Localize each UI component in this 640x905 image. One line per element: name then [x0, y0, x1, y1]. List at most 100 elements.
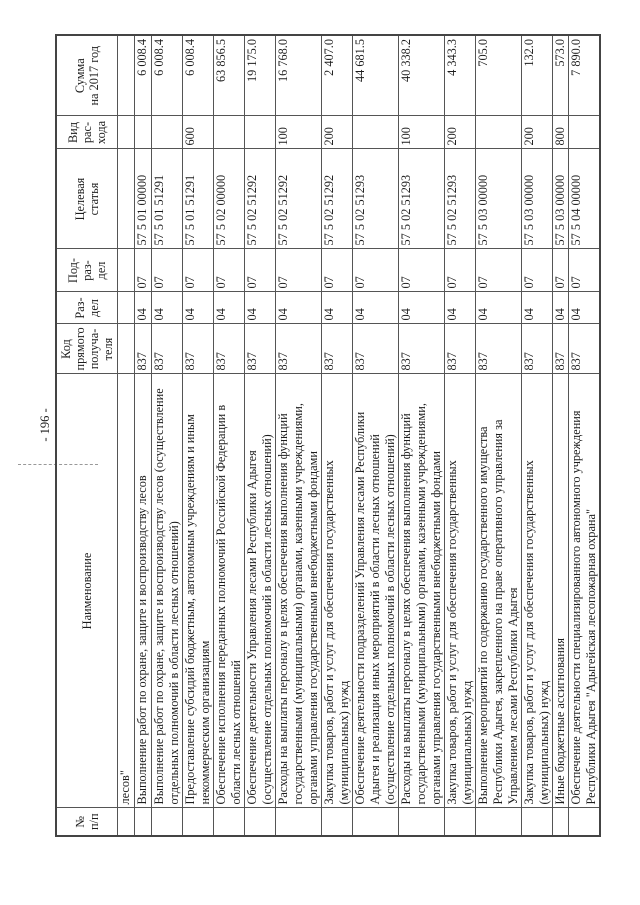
cell-name: лесов": [117, 374, 135, 808]
cell-kod: [117, 324, 135, 374]
cell-podrazdel: 07: [521, 249, 553, 292]
cell-kod: 837: [134, 324, 152, 374]
cell-razdel: 04: [352, 292, 399, 324]
cell-summa: 2 407.0: [321, 35, 353, 116]
cell-razdel: 04: [134, 292, 152, 324]
page-number: - 196 -: [38, 408, 52, 442]
cell-summa: 63 856.5: [213, 35, 245, 116]
cell-kod: 837: [151, 324, 183, 374]
cell-razdel: 04: [444, 292, 476, 324]
cell-name: Закупка товаров, работ и услуг для обесп…: [321, 374, 353, 808]
cell-razdel: 04: [475, 292, 522, 324]
table-row: Расходы на выплаты персоналу в целях обе…: [275, 35, 322, 836]
table-row: Закупка товаров, работ и услуг для обесп…: [521, 35, 553, 836]
cell-vid: 200: [444, 116, 476, 149]
budget-table: № п/п Наименование Код прямого получа- т…: [55, 34, 601, 837]
cell-summa: 40 338.2: [398, 35, 445, 116]
cell-razdel: 04: [568, 292, 600, 324]
cell-podrazdel: 07: [444, 249, 476, 292]
cell-vid: 200: [321, 116, 353, 149]
table-row: Закупка товаров, работ и услуг для обесп…: [444, 35, 476, 836]
cell-summa: 6 008.4: [134, 35, 152, 116]
cell-num: [475, 808, 522, 836]
cell-kod: 837: [444, 324, 476, 374]
table-row: Закупка товаров, работ и услуг для обесп…: [321, 35, 353, 836]
cell-podrazdel: 07: [182, 249, 214, 292]
cell-summa: 19 175.0: [244, 35, 276, 116]
cell-podrazdel: 07: [552, 249, 569, 292]
header-podrazdel: Под- раз- дел: [56, 249, 118, 292]
cell-kod: 837: [552, 324, 569, 374]
cell-podrazdel: 07: [352, 249, 399, 292]
cell-kod: 837: [568, 324, 600, 374]
cell-summa: 7 890.0: [568, 35, 600, 116]
cell-razdel: 04: [182, 292, 214, 324]
cell-celevaya: 57 5 04 00000: [568, 149, 600, 249]
cell-podrazdel: 07: [321, 249, 353, 292]
header-celevaya: Целевая статья: [56, 149, 118, 249]
cell-kod: 837: [352, 324, 399, 374]
cell-vid: 200: [521, 116, 553, 149]
cell-celevaya: 57 5 01 51291: [182, 149, 214, 249]
header-kod: Код прямого получа- теля: [56, 324, 118, 374]
cell-kod: 837: [475, 324, 522, 374]
cell-razdel: 04: [398, 292, 445, 324]
table-body: лесов" Выполнение работ по охране, защите…: [117, 35, 600, 836]
cell-celevaya: 57 5 03 00000: [521, 149, 553, 249]
table-row: Обеспечение исполнения переданных полном…: [213, 35, 245, 836]
cell-celevaya: 57 5 02 00000: [213, 149, 245, 249]
cell-summa: 573.0: [552, 35, 569, 116]
cell-name: Закупка товаров, работ и услуг для обесп…: [444, 374, 476, 808]
cell-num: [444, 808, 476, 836]
cell-num: [134, 808, 152, 836]
cell-vid: [352, 116, 399, 149]
cell-celevaya: [117, 149, 135, 249]
cell-razdel: 04: [321, 292, 353, 324]
cell-name: Расходы на выплаты персоналу в целях обе…: [275, 374, 322, 808]
cell-celevaya: 57 5 03 00000: [475, 149, 522, 249]
cell-vid: [475, 116, 522, 149]
cell-celevaya: 57 5 02 51292: [275, 149, 322, 249]
cell-razdel: [117, 292, 135, 324]
table-row: Обеспечение деятельности Управления леса…: [244, 35, 276, 836]
header-razdel: Раз- дел: [56, 292, 118, 324]
cell-celevaya: 57 5 02 51293: [444, 149, 476, 249]
table-row: Расходы на выплаты персоналу в целях обе…: [398, 35, 445, 836]
cell-kod: 837: [398, 324, 445, 374]
cell-num: [521, 808, 553, 836]
table-row: Выполнение мероприятий по содержанию гос…: [475, 35, 522, 836]
cell-vid: 800: [552, 116, 569, 149]
cell-name: Предоставление субсидий бюджетным, автон…: [182, 374, 214, 808]
cell-name: Выполнение мероприятий по содержанию гос…: [475, 374, 522, 808]
cell-podrazdel: 07: [244, 249, 276, 292]
cell-celevaya: 57 5 02 51292: [321, 149, 353, 249]
cell-num: [275, 808, 322, 836]
cell-razdel: 04: [244, 292, 276, 324]
cell-num: [182, 808, 214, 836]
cell-name: Расходы на выплаты персоналу в целях обе…: [398, 374, 445, 808]
header-num: № п/п: [56, 808, 118, 836]
cell-celevaya: 57 5 02 51293: [398, 149, 445, 249]
cell-summa: 4 343.3: [444, 35, 476, 116]
header-summa: Сумма на 2017 год: [56, 35, 118, 116]
cell-num: [398, 808, 445, 836]
cell-summa: 16 768.0: [275, 35, 322, 116]
cell-podrazdel: 07: [134, 249, 152, 292]
cell-podrazdel: 07: [213, 249, 245, 292]
table-row: Обеспечение деятельности подразделений У…: [352, 35, 399, 836]
cell-vid: [244, 116, 276, 149]
cell-name: Обеспечение деятельности Управления леса…: [244, 374, 276, 808]
cell-razdel: 04: [275, 292, 322, 324]
cell-kod: 837: [244, 324, 276, 374]
cell-num: [552, 808, 569, 836]
cell-vid: [117, 116, 135, 149]
cell-razdel: 04: [213, 292, 245, 324]
table-row: лесов": [117, 35, 135, 836]
header-vid: Вид рас- хода: [56, 116, 118, 149]
cell-name: Иные бюджетные ассигнования: [552, 374, 569, 808]
cell-kod: 837: [321, 324, 353, 374]
cell-podrazdel: [117, 249, 135, 292]
cell-name: Закупка товаров, работ и услуг для обесп…: [521, 374, 553, 808]
cell-num: [213, 808, 245, 836]
